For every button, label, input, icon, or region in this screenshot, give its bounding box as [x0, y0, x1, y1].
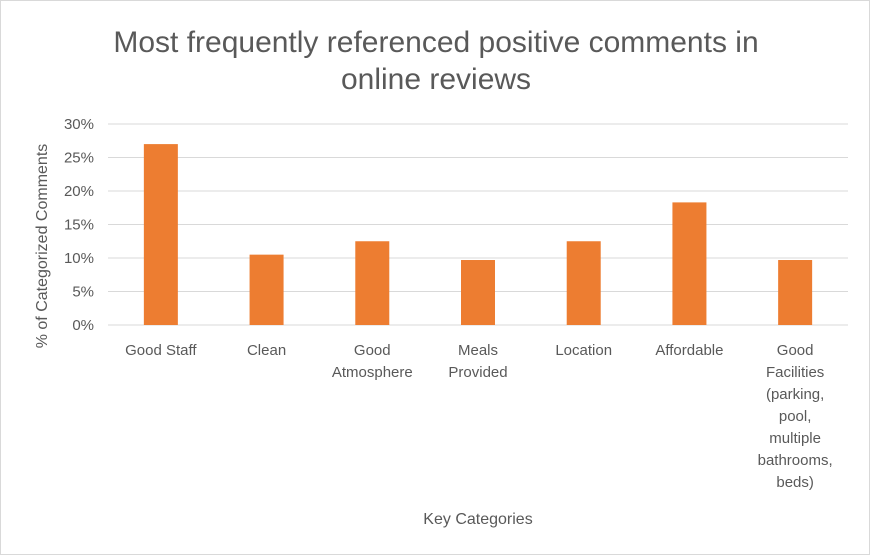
y-tick-label: 0%: [72, 317, 94, 334]
x-category-label: Meals Provided: [448, 342, 507, 381]
y-tick-label: 15%: [64, 217, 94, 234]
x-category-label: Good Staff: [125, 342, 197, 359]
chart-title: Most frequently referenced positive comm…: [113, 26, 758, 96]
y-tick-label: 25%: [64, 150, 94, 167]
x-axis-title: Key Categories: [423, 511, 532, 528]
chart-title-line: Most frequently referenced positive comm…: [113, 26, 758, 59]
bar: [672, 202, 707, 325]
bars: [143, 144, 813, 325]
x-category-label: Good Facilities (parking, pool, multiple bath…: [758, 342, 833, 491]
bar: [143, 144, 178, 325]
y-tick-label: 10%: [64, 250, 94, 267]
y-axis-title: % of Categorized Comments: [34, 144, 51, 349]
chart-title-line: online reviews: [341, 63, 531, 96]
x-category-label: Affordable: [655, 342, 723, 359]
bar: [566, 241, 601, 325]
bar: [461, 260, 495, 325]
y-tick-label: 20%: [64, 183, 94, 200]
bar: [249, 254, 284, 325]
x-category-label: Good Atmosphere: [332, 342, 413, 381]
bar: [355, 241, 390, 325]
x-category-label: Location: [555, 342, 612, 359]
y-tick-label: 5%: [72, 284, 94, 301]
y-tick-label: 30%: [64, 116, 94, 133]
y-axis-ticks: 0% 5% 10% 15% 20% 25% 30%: [64, 116, 94, 334]
x-axis-categories: Good Staff Clean Good Atmosphere Meals Provid…: [125, 342, 833, 491]
gridlines: [108, 123, 848, 326]
x-category-label: Clean: [247, 342, 286, 359]
bar: [778, 260, 813, 325]
